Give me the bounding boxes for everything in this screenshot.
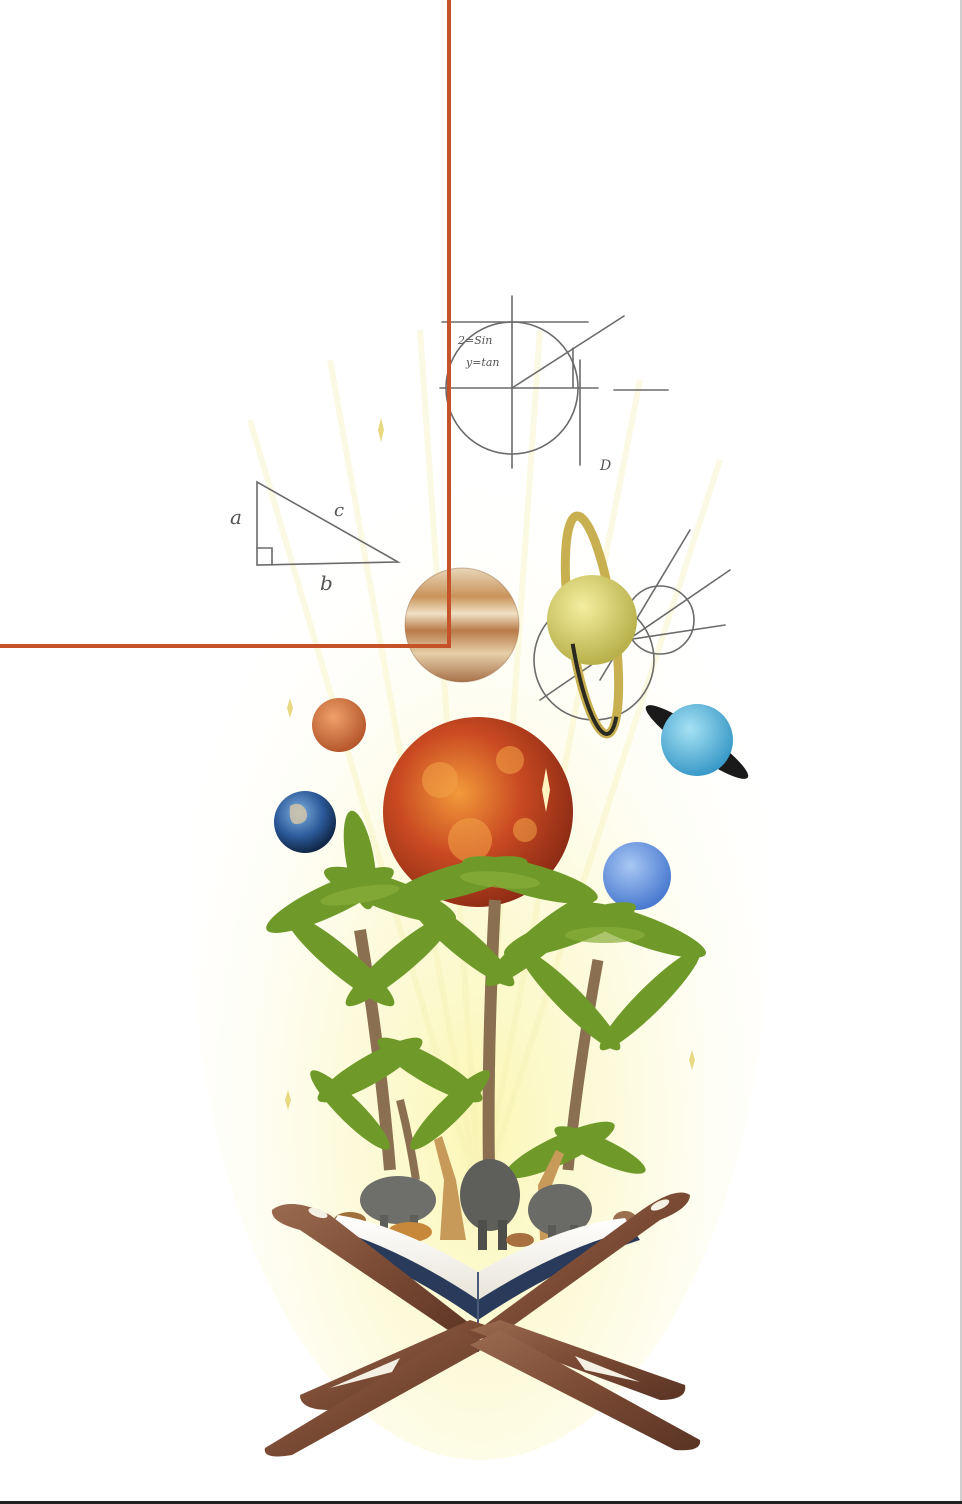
circle-eq-label-1: 2=Sin [457, 334, 492, 347]
circle-d-label: D [599, 458, 611, 474]
right-triangle-sketch: a b c [230, 480, 401, 595]
triangle-side-a-label: a [230, 505, 242, 529]
sparkle-icons [285, 418, 695, 1110]
palm-trees [266, 810, 706, 1181]
circle-eq-label-2: y=tan [465, 356, 500, 369]
frame-horizontal-line [0, 644, 451, 648]
wooden-book-stand [264, 1192, 701, 1457]
trig-circle-sketch: 2=Sin y=tan D [439, 295, 669, 474]
triangle-side-c-label: c [334, 500, 344, 521]
uranus-planet [645, 704, 749, 779]
bottom-edge-border [0, 1501, 962, 1504]
mars-planet [312, 698, 366, 752]
triangle-side-b-label: b [320, 571, 333, 595]
earth-planet [274, 791, 336, 853]
neptune-planet [603, 842, 671, 910]
saturn-planet [547, 511, 637, 739]
right-edge-border [960, 0, 962, 1504]
frame-vertical-line [447, 0, 451, 648]
jupiter-planet [404, 567, 520, 683]
